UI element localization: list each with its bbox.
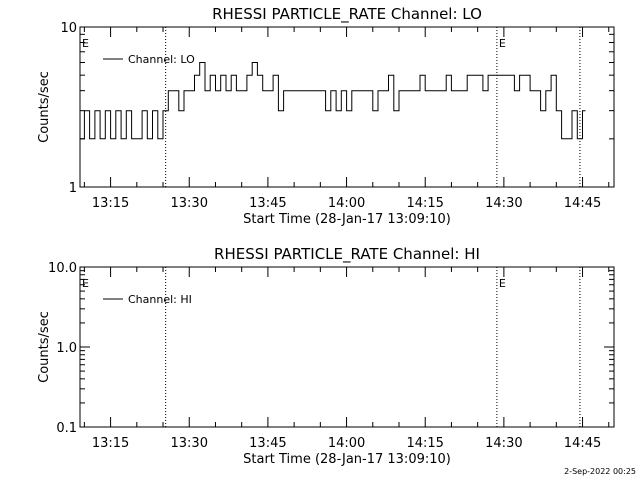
x-tick-label: 13:45 — [249, 436, 286, 451]
y-axis-label: Counts/sec — [37, 311, 52, 383]
y-axis-label: Counts/sec — [37, 71, 52, 143]
x-axis-label: Start Time (28-Jan-17 13:09:10) — [243, 452, 451, 467]
y-tick-label: 1 — [69, 181, 77, 196]
event-marker-label: E — [82, 37, 89, 50]
y-tick-label: 0.1 — [56, 421, 77, 436]
lo-channel-panel: RHESSI PARTICLE_RATE Channel: LO Counts/s… — [37, 5, 615, 227]
x-tick-label: 13:15 — [92, 196, 129, 211]
x-tick-label: 14:30 — [485, 436, 522, 451]
x-tick-label: 14:00 — [328, 196, 365, 211]
x-tick-label: 14:00 — [328, 436, 365, 451]
plot-frame — [79, 266, 615, 428]
event-marker-label: E — [82, 277, 89, 290]
chart-title: RHESSI PARTICLE_RATE Channel: LO — [212, 5, 482, 24]
x-tick-label: 13:30 — [171, 196, 208, 211]
legend-entry: Channel: HI — [128, 293, 192, 306]
plot-timestamp: 2-Sep-2022 00:25 — [564, 467, 636, 476]
y-tick-label: 1.0 — [56, 341, 77, 356]
event-marker-label: E — [499, 37, 506, 50]
event-marker-label: E — [499, 277, 506, 290]
hi-channel-panel: RHESSI PARTICLE_RATE Channel: HI Counts/s… — [37, 245, 615, 467]
x-tick-label: 14:30 — [485, 196, 522, 211]
x-tick-label: 14:15 — [406, 436, 443, 451]
legend-entry: Channel: LO — [128, 53, 195, 66]
chart-title: RHESSI PARTICLE_RATE Channel: HI — [214, 245, 480, 264]
series-line — [80, 62, 586, 140]
x-tick-label: 14:15 — [406, 196, 443, 211]
x-tick-label: 13:15 — [92, 436, 129, 451]
y-tick-label: 10.0 — [48, 261, 77, 276]
x-tick-label: 14:45 — [564, 196, 601, 211]
x-tick-label: 13:30 — [171, 436, 208, 451]
x-tick-label: 14:45 — [564, 436, 601, 451]
x-tick-label: 13:45 — [249, 196, 286, 211]
x-axis-label: Start Time (28-Jan-17 13:09:10) — [243, 212, 451, 227]
y-tick-label: 10 — [60, 21, 77, 36]
